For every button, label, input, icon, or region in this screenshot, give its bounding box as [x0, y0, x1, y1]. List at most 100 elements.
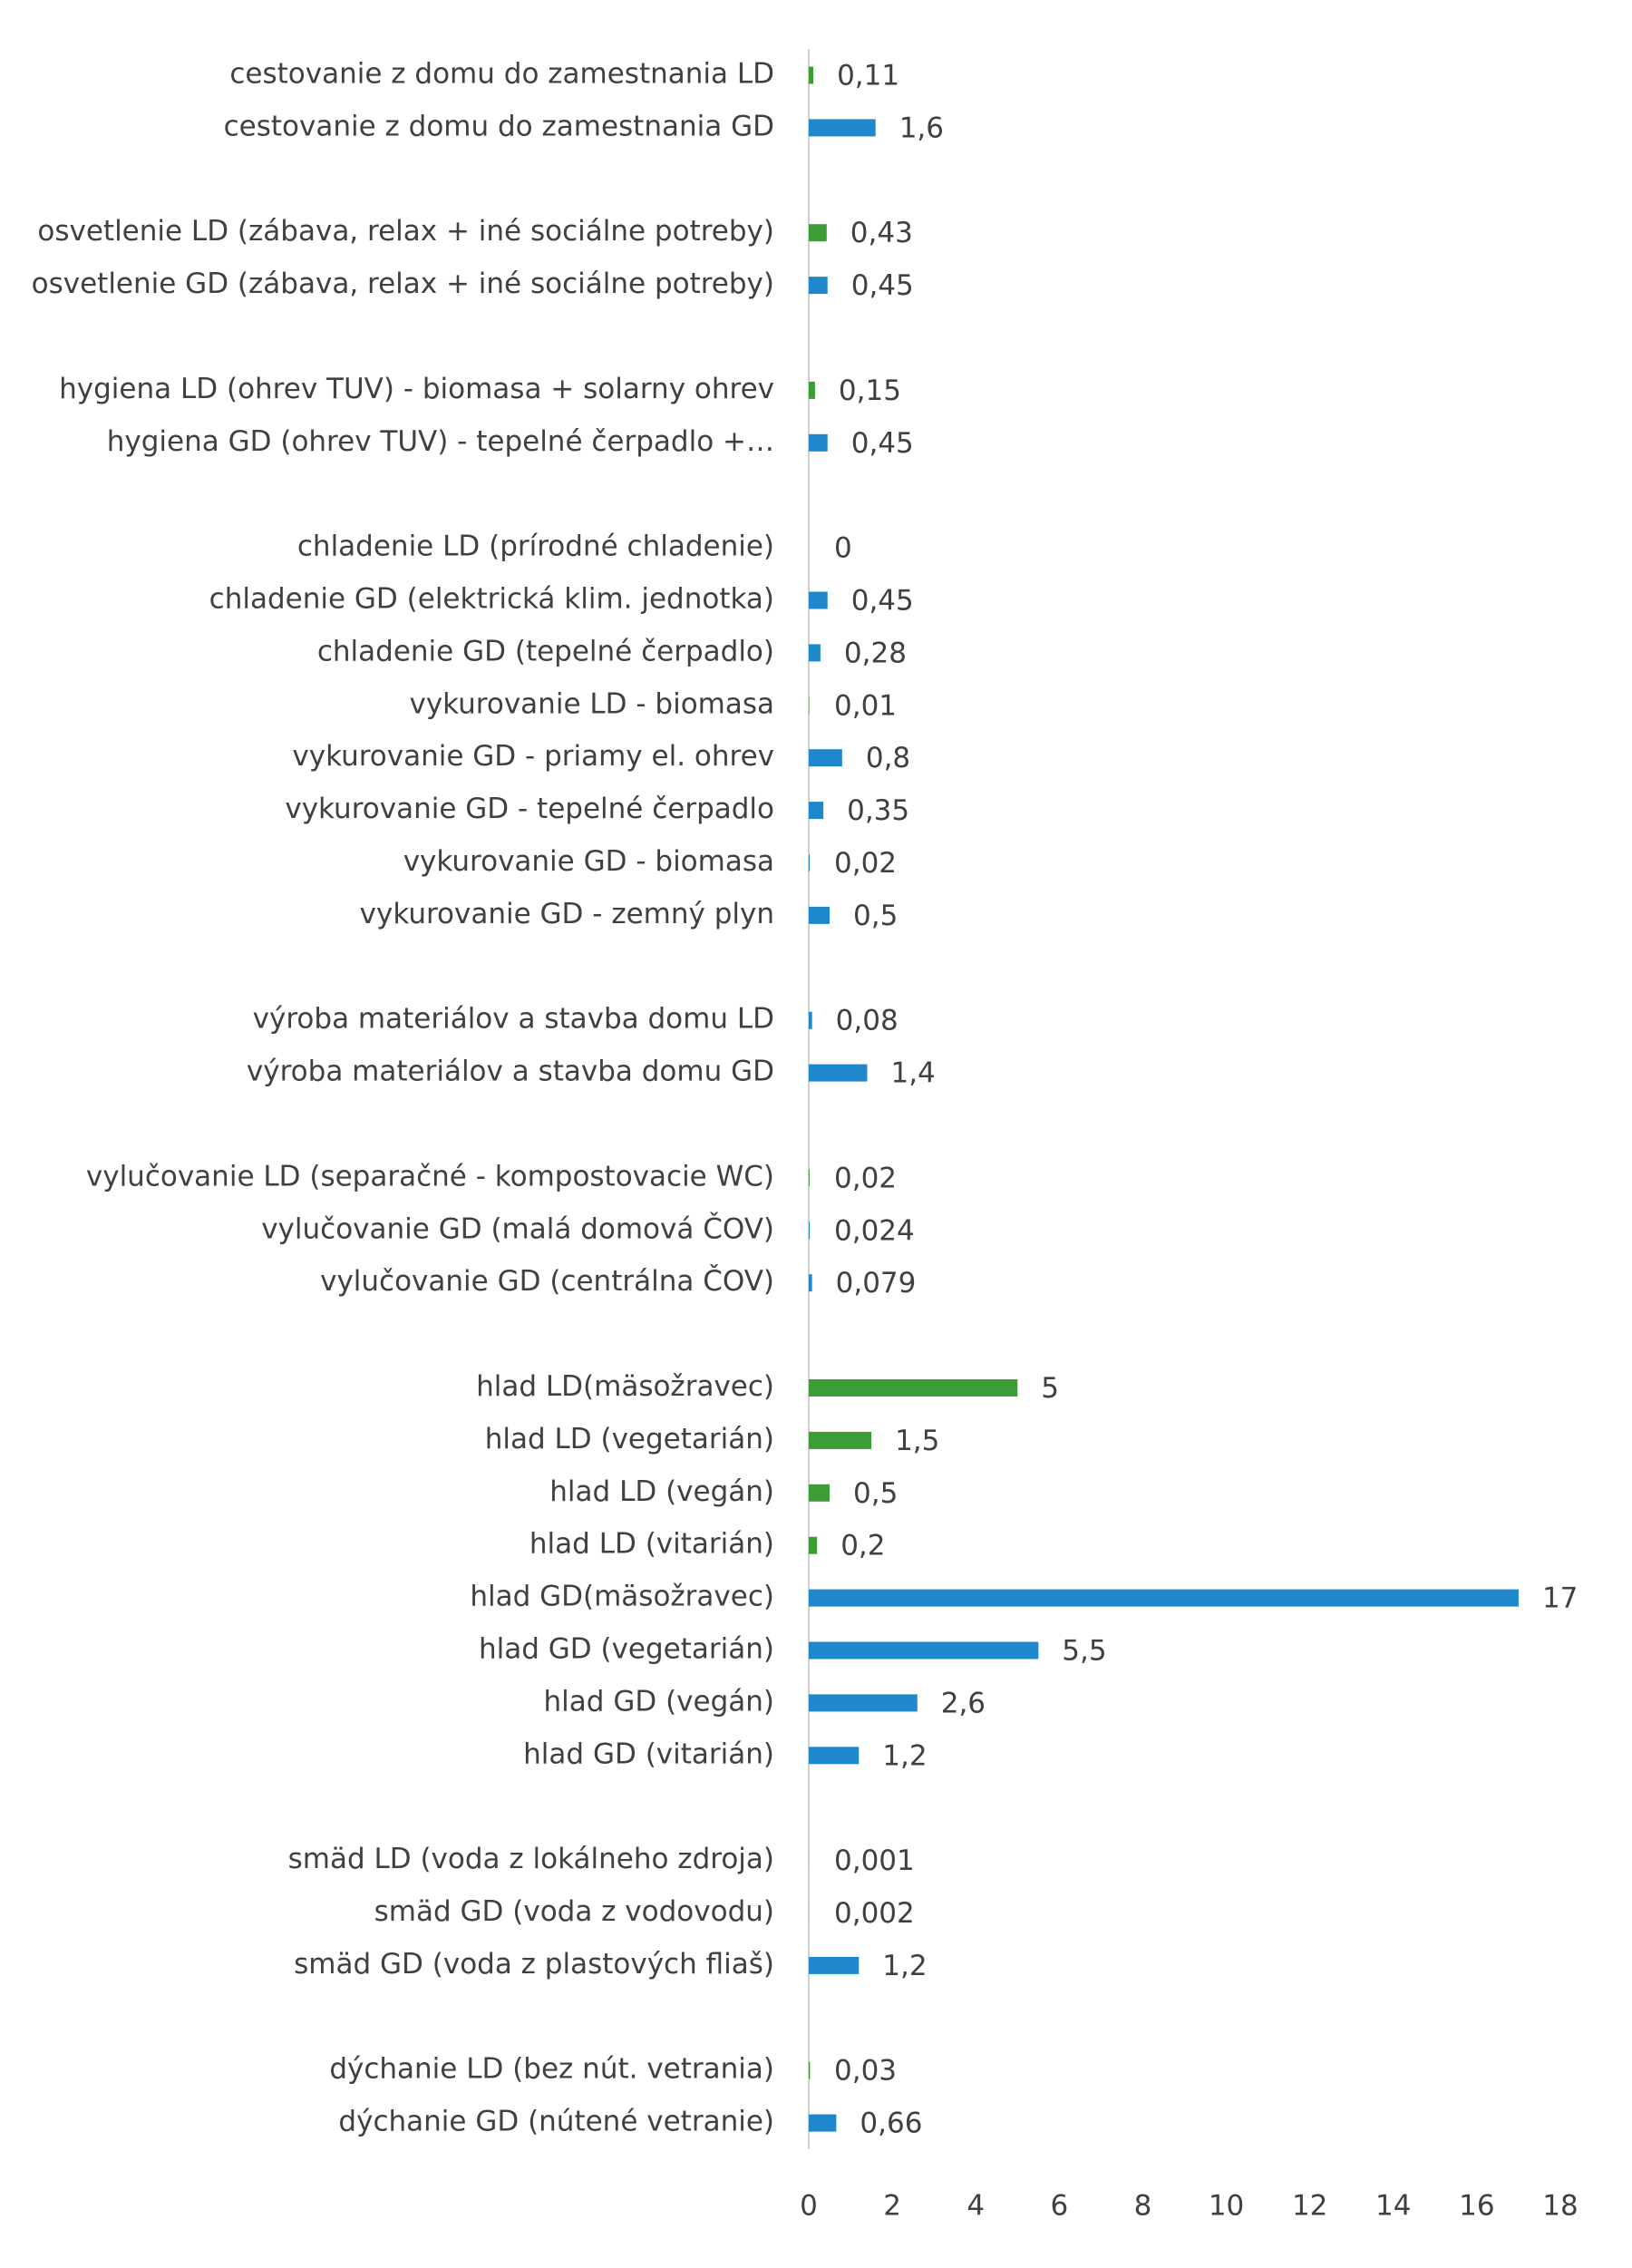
value-label: 0 [834, 532, 852, 565]
value-label: 2,6 [941, 1687, 986, 1719]
bar [809, 1274, 812, 1292]
bar [809, 1169, 810, 1187]
y-tick-label: vykurovanie GD - tepelné čerpadlo [285, 793, 774, 825]
value-label: 0,5 [853, 900, 898, 932]
bar [809, 802, 824, 820]
value-label: 0,03 [834, 2055, 897, 2088]
bar [809, 749, 842, 767]
bar [809, 1484, 831, 1502]
x-tick-label: 12 [1292, 2190, 1327, 2223]
y-tick-label: vylučovanie GD (malá domová ČOV) [261, 1212, 774, 1245]
y-tick-label: dýchanie LD (bez nút. vetrania) [329, 2053, 774, 2086]
bar [809, 119, 876, 137]
y-tick-label: cestovanie z domu do zamestnania GD [224, 110, 774, 142]
y-tick-label: hlad GD (vegán) [544, 1685, 774, 1718]
bar [809, 591, 828, 609]
y-tick-label: výroba materiálov a stavba domu LD [253, 1003, 774, 1036]
value-label: 0,45 [851, 269, 914, 302]
y-tick-label: smäd GD (voda z vodovodu) [374, 1895, 774, 1928]
x-tick-label: 8 [1134, 2190, 1152, 2223]
x-tick-label: 4 [967, 2190, 985, 2223]
value-label: 0,45 [851, 585, 914, 618]
value-label: 0,2 [840, 1530, 885, 1562]
x-tick-label: 2 [883, 2190, 901, 2223]
y-tick-label: hlad LD (vegetarián) [485, 1423, 774, 1455]
value-label: 1,5 [895, 1425, 939, 1457]
bar [809, 1747, 860, 1765]
y-tick-label: hlad GD (vegetarián) [479, 1633, 774, 1666]
value-label: 0,024 [834, 1214, 915, 1247]
value-label: 0,66 [860, 2107, 922, 2140]
value-label: 0,28 [844, 637, 907, 669]
value-label: 1,2 [882, 1950, 927, 1982]
value-label: 0,001 [834, 1845, 915, 1877]
value-label: 0,002 [834, 1897, 915, 1930]
value-label: 0,43 [850, 217, 913, 249]
bar [809, 1956, 860, 1974]
bar [809, 644, 821, 662]
value-label: 0,35 [847, 794, 909, 827]
bar [809, 2061, 811, 2079]
bar [809, 1011, 812, 1029]
value-label: 1,2 [882, 1739, 927, 1772]
x-tick-label: 10 [1209, 2190, 1244, 2223]
y-tick-label: vylučovanie GD (centrálna ČOV) [320, 1264, 774, 1298]
y-tick-label: osvetlenie GD (zábava, relax + iné sociá… [32, 268, 774, 300]
bar [809, 906, 831, 924]
bar [809, 224, 827, 242]
value-label: 0,02 [834, 1162, 897, 1194]
y-tick-label: hlad GD (vitarián) [523, 1738, 774, 1770]
y-tick-label: hygiena LD (ohrev TUV) - biomasa + solar… [59, 373, 774, 405]
value-label: 0,02 [834, 847, 897, 880]
bar [809, 1694, 918, 1712]
bar [809, 2114, 837, 2132]
bar [809, 381, 815, 399]
value-label: 0,08 [836, 1005, 899, 1037]
bar [809, 66, 814, 84]
y-tick-label: hygiena GD (ohrev TUV) - tepelné čerpadl… [107, 425, 774, 458]
y-tick-label: vykurovanie GD - priamy el. ohrev [292, 740, 774, 773]
x-tick-label: 0 [800, 2190, 818, 2223]
y-tick-label: smäd LD (voda z lokálneho zdroja) [288, 1843, 774, 1875]
value-label: 0,8 [866, 742, 910, 774]
bar [809, 433, 828, 452]
y-tick-label: chladenie LD (prírodné chladenie) [297, 530, 774, 563]
y-tick-label: vykurovanie GD - biomasa [403, 845, 774, 878]
value-label: 17 [1542, 1582, 1578, 1615]
value-label: 0,5 [853, 1477, 898, 1510]
x-tick-label: 14 [1375, 2190, 1411, 2223]
value-label: 5,5 [1062, 1635, 1106, 1668]
x-tick-label: 18 [1542, 2190, 1578, 2223]
value-label: 0,079 [836, 1267, 917, 1299]
y-tick-label: hlad LD(mäsožravec) [476, 1370, 774, 1403]
y-tick-label: smäd GD (voda z plastových fliaš) [294, 1948, 774, 1981]
bar [809, 1222, 811, 1240]
x-tick-label: 6 [1050, 2190, 1068, 2223]
value-label: 0,11 [837, 60, 899, 92]
y-tick-label: cestovanie z domu do zamestnania LD [229, 58, 774, 91]
value-label: 0,45 [851, 427, 914, 460]
bar [809, 1589, 1519, 1607]
y-tick-label: dýchanie GD (nútené vetranie) [338, 2106, 774, 2138]
bar [809, 277, 828, 295]
value-label: 1,4 [890, 1057, 935, 1090]
y-tick-label: vylučovanie LD (separačné - kompostovaci… [86, 1160, 774, 1192]
bar [809, 1379, 1018, 1397]
bar [809, 1064, 868, 1082]
value-label: 0,01 [834, 689, 897, 722]
x-tick-label: 16 [1459, 2190, 1494, 2223]
y-tick-label: hlad LD (vegán) [549, 1475, 774, 1508]
value-label: 1,6 [899, 112, 944, 144]
value-label: 0,15 [839, 375, 901, 407]
y-tick-label: výroba materiálov a stavba domu GD [247, 1056, 774, 1088]
y-tick-label: chladenie GD (tepelné čerpadlo) [317, 635, 774, 667]
bar [809, 1431, 872, 1449]
bar [809, 1641, 1039, 1660]
y-tick-label: hlad LD (vitarián) [529, 1528, 774, 1561]
y-tick-label: chladenie GD (elektrická klim. jednotka) [209, 583, 774, 616]
y-tick-label: osvetlenie LD (zábava, relax + iné sociá… [37, 215, 774, 248]
value-label: 5 [1041, 1372, 1059, 1405]
y-tick-label: vykurovanie LD - biomasa [409, 687, 774, 720]
